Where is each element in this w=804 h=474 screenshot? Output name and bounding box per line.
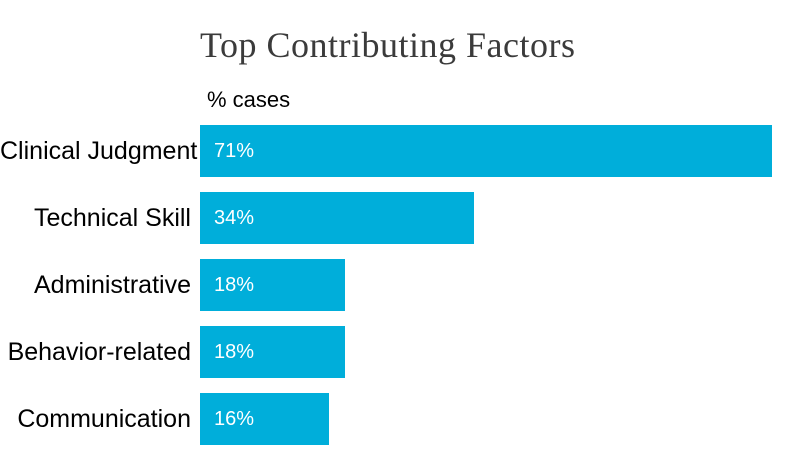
bar: 16% bbox=[200, 393, 329, 445]
bar: 71% bbox=[200, 125, 772, 177]
category-label: Administrative bbox=[34, 270, 191, 299]
bar: 18% bbox=[200, 259, 345, 311]
bar-row: Clinical Judgment 71% bbox=[0, 125, 772, 177]
bar-row: Communication 16% bbox=[0, 393, 772, 445]
bar-row: Administrative 18% bbox=[0, 259, 772, 311]
chart-title: Top Contributing Factors bbox=[200, 25, 576, 65]
category-label: Behavior-related bbox=[7, 337, 191, 366]
value-label: 16% bbox=[214, 407, 255, 430]
bar-row: Behavior-related 18% bbox=[0, 326, 772, 378]
bar: 34% bbox=[200, 192, 474, 244]
bar-row: Technical Skill 34% bbox=[0, 192, 772, 244]
category-label: Clinical Judgment bbox=[0, 136, 198, 165]
category-label: Communication bbox=[17, 404, 191, 433]
axis-unit-label: % cases bbox=[207, 87, 291, 112]
value-label: 71% bbox=[214, 139, 255, 162]
value-label: 34% bbox=[214, 206, 255, 229]
category-label: Technical Skill bbox=[33, 203, 191, 232]
bar-chart-rows: Clinical Judgment 71% Technical Skill 34% Ad… bbox=[0, 125, 772, 445]
value-label: 18% bbox=[214, 340, 255, 363]
bar: 18% bbox=[200, 326, 345, 378]
value-label: 18% bbox=[214, 273, 255, 296]
